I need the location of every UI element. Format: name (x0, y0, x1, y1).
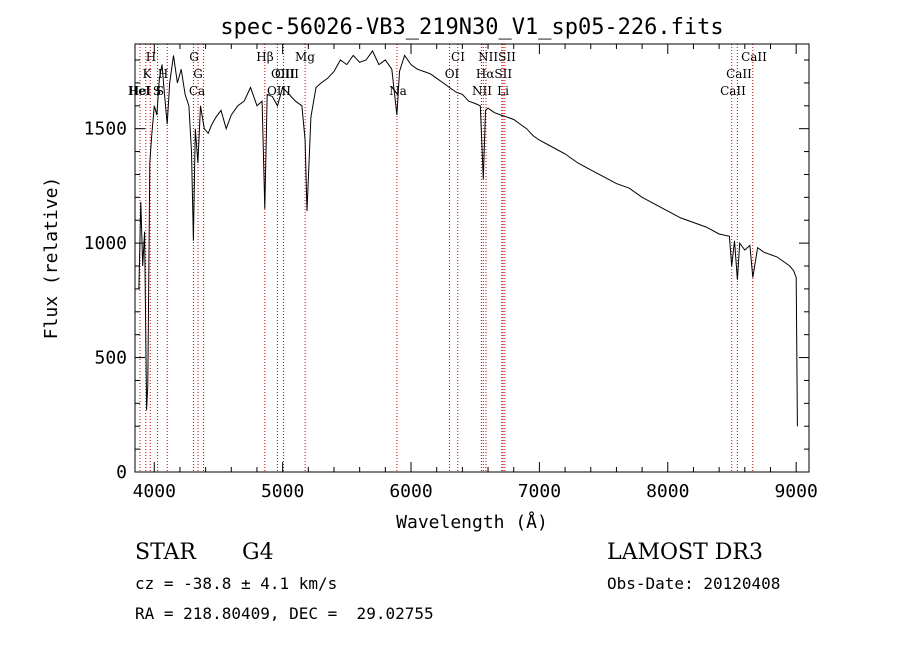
line-label: OI (445, 67, 460, 81)
line-label: S (153, 84, 161, 98)
y-axis-label: Flux (relative) (41, 177, 62, 340)
x-tick-label: 4000 (133, 481, 176, 502)
y-tick-label: 1000 (84, 233, 127, 254)
flux-series-line (138, 49, 798, 427)
line-label: CaII (720, 84, 746, 98)
y-tick-label: 500 (94, 348, 127, 369)
x-tick-label: 6000 (389, 481, 432, 502)
y-tick-label: 1500 (84, 119, 127, 140)
x-axis: 4000 5000 6000 7000 8000 9000 (133, 44, 818, 502)
ra-dec: RA = 218.80409, DEC = 29.02755 (135, 604, 434, 623)
x-tick-label: 7000 (518, 481, 561, 502)
line-label: NIISII (478, 50, 516, 64)
redshift-velocity: cz = -38.8 ± 4.1 km/s (135, 574, 338, 593)
subclass: G4 (242, 540, 274, 565)
y-tick-label: 0 (116, 462, 127, 483)
line-label: K (143, 67, 153, 81)
chart-title: spec-56026-VB3_219N30_V1_sp05-226.fits (220, 15, 723, 40)
line-label: S (156, 84, 164, 98)
line-label: CaII (726, 67, 752, 81)
x-tick-label: 9000 (774, 481, 817, 502)
line-label: Li (497, 84, 509, 98)
line-label: NII (472, 84, 492, 98)
object-type: STAR (135, 540, 196, 565)
obs-date: Obs-Date: 20120408 (607, 574, 781, 593)
line-label: OIII (267, 84, 291, 98)
line-label: OIII (271, 67, 295, 81)
spectrum-chart: spec-56026-VB3_219N30_V1_sp05-226.fits H… (41, 15, 818, 533)
line-label: HeI (129, 84, 152, 98)
line-label: G (193, 67, 203, 81)
x-tick-label: 5000 (261, 481, 304, 502)
line-label: G (189, 50, 199, 64)
y-axis: 0 500 1000 1500 (84, 59, 809, 483)
line-label: CI (451, 50, 465, 64)
line-label: Ca (189, 84, 205, 98)
line-label: CaII (741, 50, 767, 64)
line-label: Hβ (256, 50, 273, 64)
line-label: OIII (275, 67, 299, 81)
line-label: H (146, 50, 156, 64)
line-label: HαSII (476, 67, 513, 81)
x-axis-label: Wavelength (Å) (396, 511, 548, 533)
spectral-line-markers (139, 44, 754, 472)
line-label: Mg (295, 50, 315, 64)
x-tick-label: 8000 (646, 481, 689, 502)
survey-name: LAMOST DR3 (607, 540, 763, 565)
line-label: HeI (128, 84, 151, 98)
plot-frame (134, 43, 810, 473)
